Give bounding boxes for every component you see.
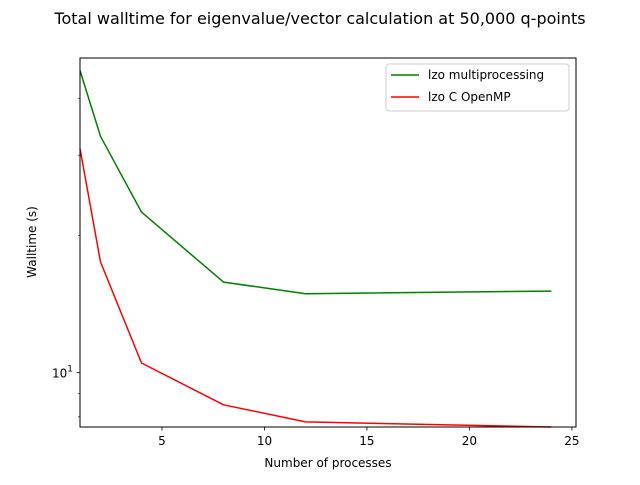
y-tick-label: 101 [52, 365, 73, 381]
x-axis-label: Number of processes [264, 456, 391, 470]
x-tick-label: 15 [359, 434, 374, 448]
series-line-lzo-multiprocessing [79, 70, 552, 295]
x-tick-label: 10 [257, 434, 272, 448]
y-axis-label: Walltime (s) [25, 206, 39, 278]
x-tick-label: 25 [564, 434, 579, 448]
chart-title: Total walltime for eigenvalue/vector cal… [53, 9, 585, 28]
legend-box [385, 63, 570, 112]
plot-area [79, 70, 552, 428]
x-tick-label: 20 [462, 434, 477, 448]
x-tick-label: 5 [158, 434, 166, 448]
legend-label-lzo-multiprocessing: lzo multiprocessing [428, 68, 544, 82]
series-line-lzo-c-openmp [79, 148, 552, 428]
legend-label-lzo-c-openmp: lzo C OpenMP [428, 90, 511, 104]
plot-frame [79, 57, 577, 428]
legend: lzo multiprocessing lzo C OpenMP [385, 63, 570, 112]
